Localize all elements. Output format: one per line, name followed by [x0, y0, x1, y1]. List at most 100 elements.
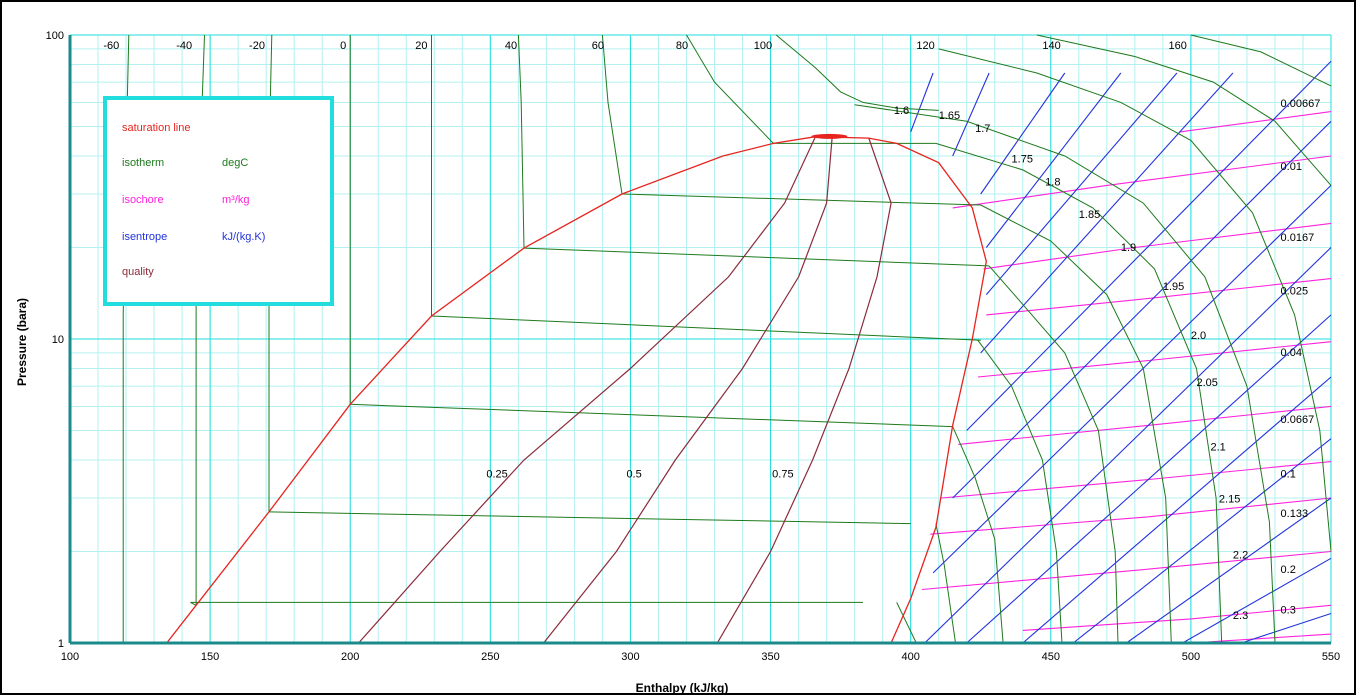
- axes: [68, 35, 1331, 645]
- isochore-label: 0.025: [1281, 286, 1309, 298]
- quality-label: 0.25: [486, 469, 507, 481]
- quality-label: 0.5: [626, 469, 641, 481]
- isotherm-label: 60: [592, 40, 604, 52]
- x-tick-label: 200: [341, 651, 359, 663]
- isotherm-label: -60: [103, 40, 119, 52]
- isentrope-label: 2.15: [1219, 493, 1240, 505]
- isentrope-line: [1022, 376, 1332, 644]
- isotherm-line: [980, 204, 1172, 644]
- isotherm-line: [977, 340, 1063, 644]
- x-tick-label: 100: [61, 651, 79, 663]
- legend-entry-name: saturation line: [122, 122, 191, 134]
- isochore-label: 0.00667: [1281, 98, 1321, 110]
- isotherm-label: 20: [415, 40, 427, 52]
- isotherm-line: [1190, 34, 1332, 87]
- y-tick-label: 10: [52, 334, 64, 346]
- curve-labels: -60 -40 -20 0 20 40 60 80 100 120 140 160 0.25 0.5 0.7…: [103, 40, 1320, 622]
- isentrope-label: 1.85: [1079, 209, 1100, 221]
- isotherm-label: 160: [1169, 40, 1187, 52]
- isentrope-label: 1.9: [1121, 242, 1136, 254]
- x-tick-label: 400: [901, 651, 919, 663]
- legend-entry-unit: kJ/(kg.K): [222, 231, 265, 243]
- legend: saturation line isotherm degC isochore m³/kg…: [103, 96, 334, 306]
- legend-entry-unit: degC: [222, 157, 248, 169]
- isotherm-label: 100: [754, 40, 772, 52]
- isentrope-label: 1.6: [894, 105, 909, 117]
- isotherm-line: [935, 142, 1223, 644]
- quality-line: [716, 137, 892, 644]
- isochore-label: 0.133: [1281, 508, 1309, 520]
- legend-entry-name: isentrope: [122, 231, 167, 243]
- isotherm-line: [601, 34, 623, 195]
- y-axis-label: Pressure (bara): [15, 298, 29, 386]
- isochore-label: 0.01: [1281, 161, 1302, 173]
- isochore-label: 0.1: [1281, 469, 1296, 481]
- x-tick-label: 250: [481, 651, 499, 663]
- isochore-label: 0.0667: [1281, 414, 1315, 426]
- critical-point-marker: [811, 133, 848, 139]
- isochore-label: 0.04: [1281, 347, 1302, 359]
- isentrope-line: [980, 72, 1066, 195]
- isentrope-label: 2.2: [1233, 549, 1248, 561]
- isotherm-label: -40: [176, 40, 192, 52]
- isentrope-line: [1241, 612, 1332, 644]
- x-tick-label: 450: [1042, 651, 1060, 663]
- quality-label: 0.75: [772, 469, 793, 481]
- isochore-label: 0.3: [1281, 605, 1296, 617]
- isotherm-line: [1036, 34, 1332, 186]
- isentrope-line: [966, 314, 1332, 644]
- isotherm-line: [523, 247, 990, 267]
- isotherm-line: [431, 315, 981, 341]
- isochore-label: 0.0167: [1281, 232, 1315, 244]
- quality-line: [543, 136, 833, 644]
- isotherm-line: [896, 602, 917, 644]
- isotherm-line: [686, 34, 774, 144]
- x-tick-label: 350: [761, 651, 779, 663]
- isotherm-label: 140: [1042, 40, 1060, 52]
- isochore-line: [930, 497, 1332, 535]
- isochore-line: [921, 550, 1332, 591]
- isotherm-line: [952, 426, 1004, 644]
- isotherm-line: [935, 523, 956, 644]
- isentrope-label: 2.1: [1211, 441, 1226, 453]
- curves: [122, 34, 1332, 644]
- x-tick-label: 300: [621, 651, 639, 663]
- isentrope-line: [1126, 497, 1332, 644]
- isotherm-line: [190, 601, 863, 606]
- isotherm-label: 120: [916, 40, 934, 52]
- legend-box: [103, 96, 334, 306]
- isotherm-line: [938, 48, 1332, 552]
- isotherm-line: [775, 34, 939, 111]
- isentrope-label: 1.7: [975, 123, 990, 135]
- saturation-vapor-line: [815, 136, 987, 644]
- isochore-line: [1022, 604, 1332, 631]
- isentrope-label: 1.8: [1045, 176, 1060, 188]
- isentrope-line: [985, 72, 1178, 295]
- isotherm-line: [854, 104, 1276, 644]
- isentrope-line: [952, 72, 990, 157]
- quality-line: [358, 136, 816, 644]
- isentrope-line: [932, 185, 1332, 574]
- isentrope-label: 1.75: [1012, 154, 1033, 166]
- isentrope-line: [966, 60, 1332, 431]
- isotherm-label: 80: [676, 40, 688, 52]
- isochore-line: [983, 222, 1332, 270]
- isentrope-label: 2.0: [1191, 330, 1206, 342]
- legend-entry-name: isochore: [122, 194, 164, 206]
- isotherm-label: 40: [505, 40, 517, 52]
- isentrope-label: 2.3: [1233, 610, 1248, 622]
- isentrope-line: [1072, 438, 1332, 644]
- isentrope-label: 1.65: [939, 110, 960, 122]
- isotherm-line: [621, 193, 981, 206]
- isochore-line: [977, 341, 1332, 378]
- isotherm-label: -20: [249, 40, 265, 52]
- x-tick-label: 550: [1322, 651, 1340, 663]
- legend-entry-unit: m³/kg: [222, 194, 250, 206]
- legend-entry-name: quality: [122, 266, 154, 278]
- saturation-liquid-line: [166, 136, 816, 644]
- x-tick-label: 500: [1182, 651, 1200, 663]
- isentrope-label: 1.95: [1163, 281, 1184, 293]
